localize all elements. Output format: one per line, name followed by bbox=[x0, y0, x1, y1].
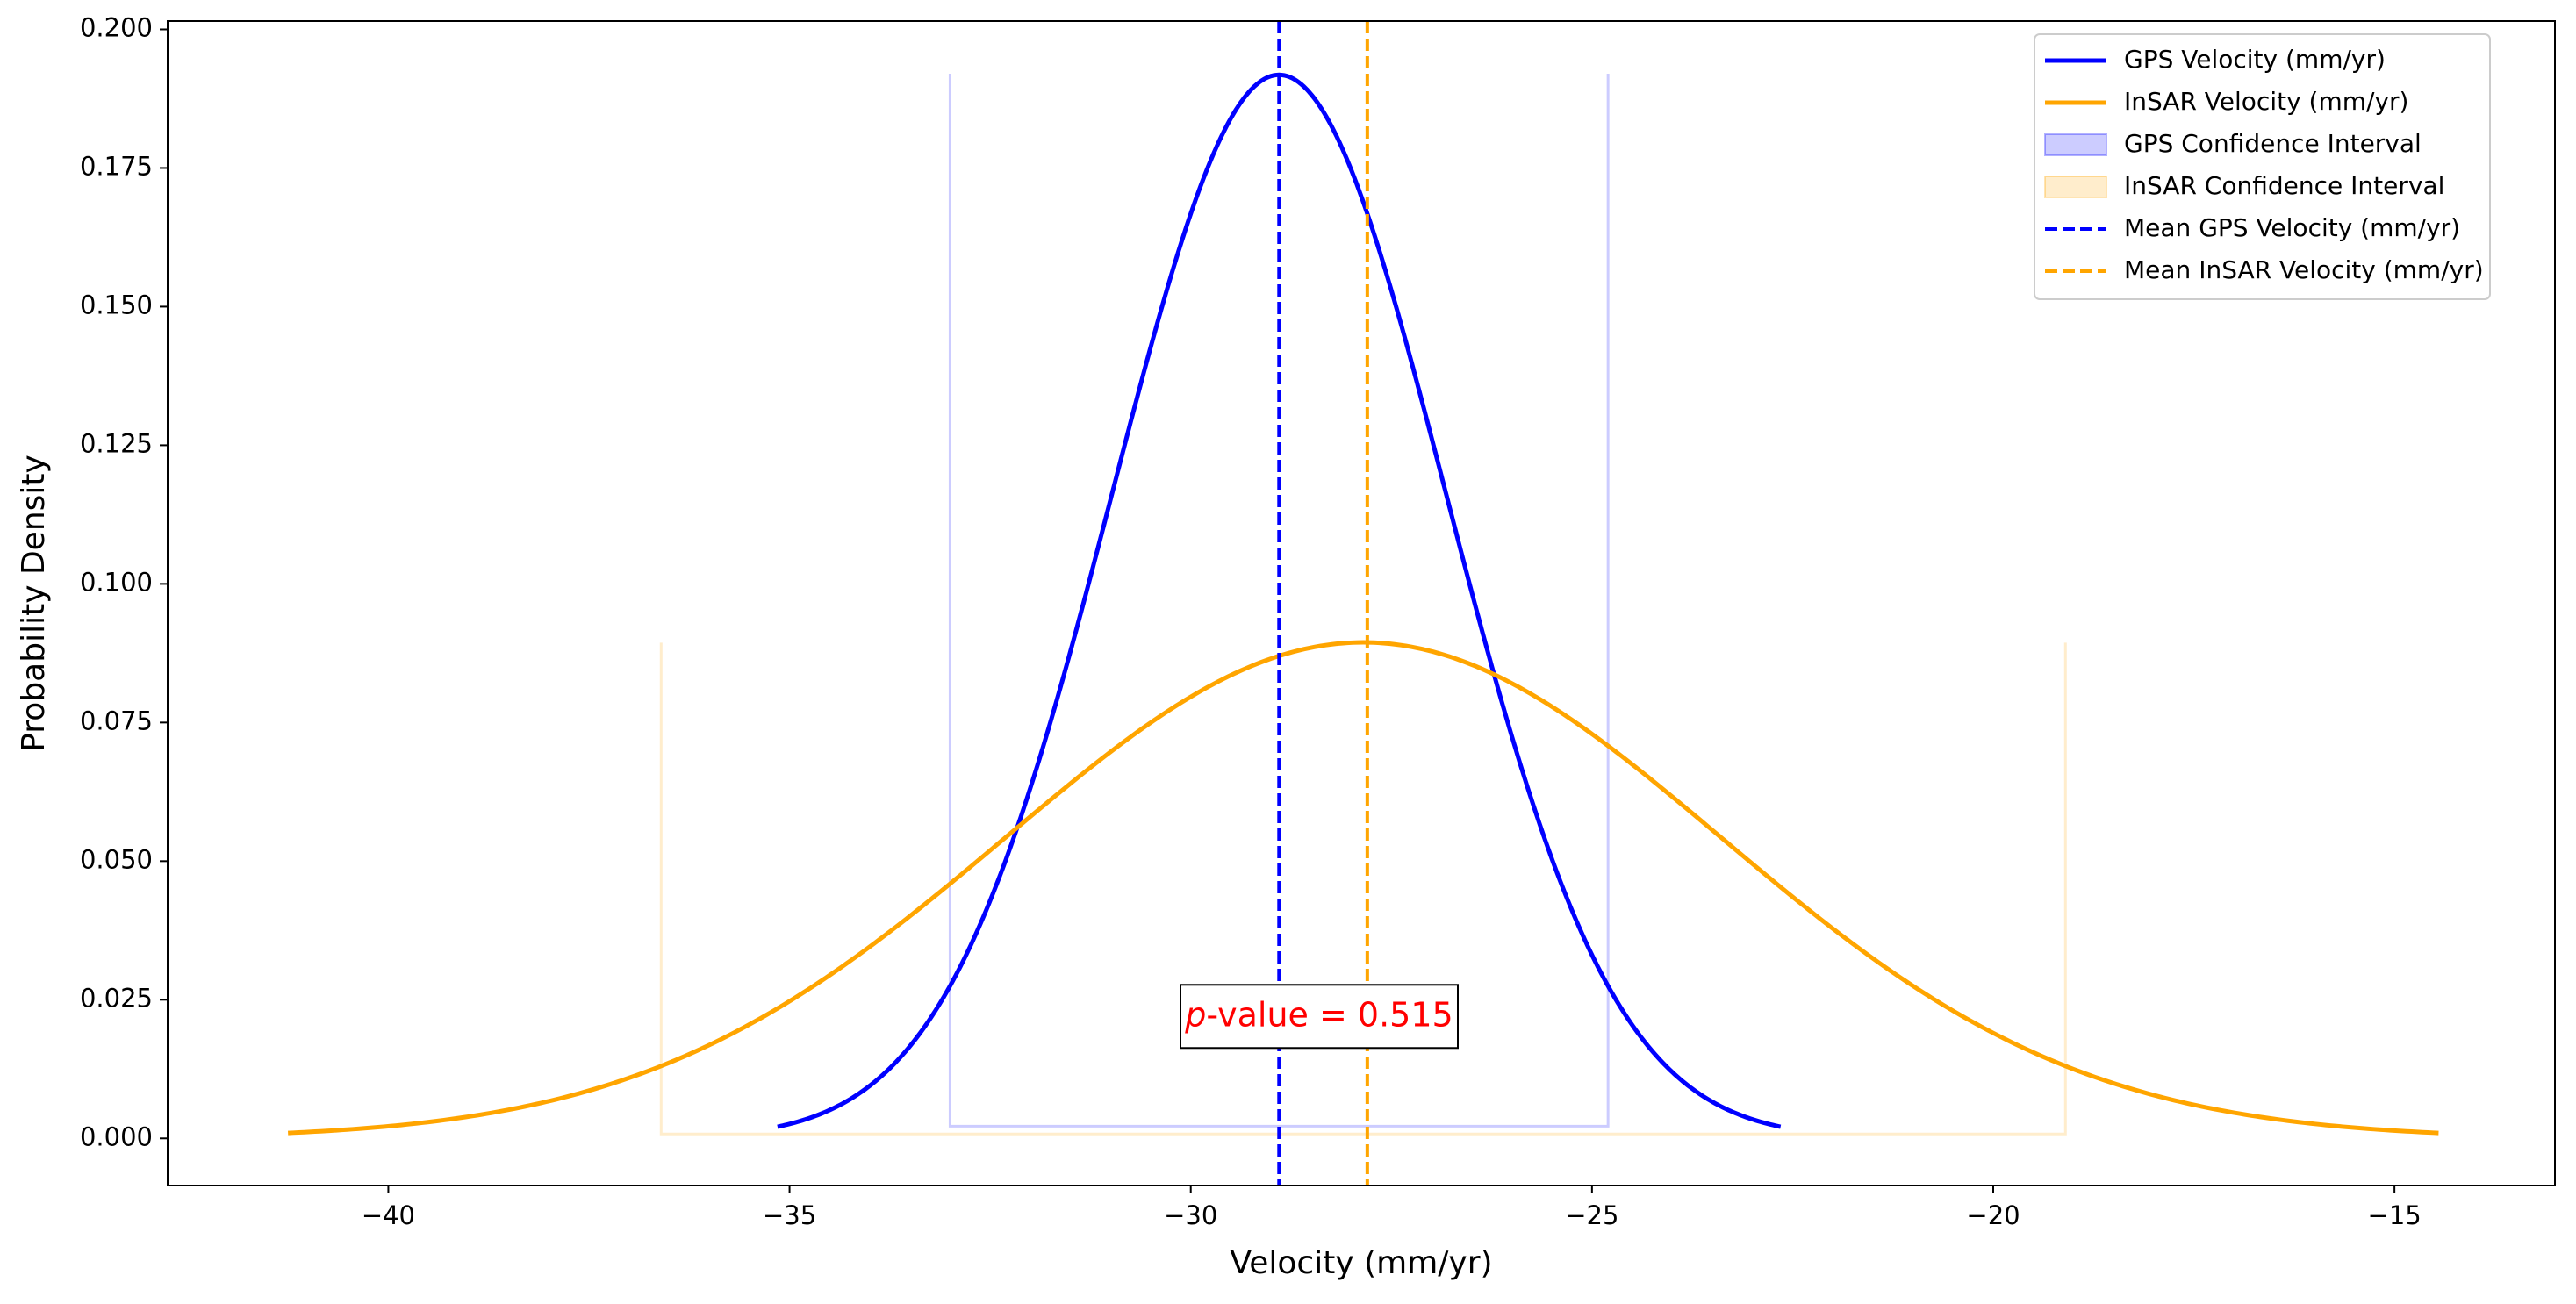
insar-confidence-interval bbox=[659, 642, 2067, 1136]
y-tick-label: 0.025 bbox=[80, 983, 153, 1013]
x-axis-label: Velocity (mm/yr) bbox=[1230, 1245, 1492, 1281]
legend-patch-handle bbox=[2044, 133, 2107, 156]
y-axis-label: Probability Density bbox=[16, 455, 52, 752]
gps-confidence-interval bbox=[948, 74, 1610, 1128]
legend-label: GPS Velocity (mm/yr) bbox=[2124, 45, 2386, 74]
y-tick-label: 0.150 bbox=[80, 290, 153, 319]
plot-area-frame bbox=[167, 20, 2556, 1186]
y-tick-label: 0.075 bbox=[80, 706, 153, 735]
insar-velocity-curve bbox=[288, 640, 2439, 1136]
x-tick-label: −20 bbox=[1966, 1200, 2020, 1230]
x-tick-label: −30 bbox=[1164, 1200, 1217, 1230]
legend-label: GPS Confidence Interval bbox=[2124, 129, 2422, 158]
y-tick-label: 0.000 bbox=[80, 1121, 153, 1151]
p-value-annotation: p-value = 0.515 bbox=[1184, 995, 1453, 1034]
annotation-layer: p-value = 0.515 bbox=[1180, 984, 1459, 1050]
y-tick-label: 0.175 bbox=[80, 151, 153, 181]
y-tick-label: 0.200 bbox=[80, 12, 153, 42]
legend-patch-handle bbox=[2044, 176, 2107, 198]
y-tick-label: 0.100 bbox=[80, 567, 153, 597]
y-tick-label: 0.125 bbox=[80, 428, 153, 458]
legend: GPS Velocity (mm/yr) InSAR Velocity (mm/y… bbox=[2034, 33, 2491, 300]
legend-label: Mean InSAR Velocity (mm/yr) bbox=[2124, 255, 2484, 284]
x-tick-label: −15 bbox=[2368, 1200, 2422, 1230]
x-axis-ticks: −40 −35 −30 −25 −20 −15 bbox=[362, 1186, 2422, 1230]
y-axis-ticks: 0.000 0.025 0.050 0.075 0.100 0.125 0.150 0.175… bbox=[80, 12, 168, 1151]
legend-label: InSAR Confidence Interval bbox=[2124, 171, 2444, 200]
x-tick-label: −25 bbox=[1565, 1200, 1618, 1230]
legend-box bbox=[2034, 33, 2491, 300]
legend-label: InSAR Velocity (mm/yr) bbox=[2124, 87, 2408, 116]
x-tick-label: −40 bbox=[362, 1200, 415, 1230]
confidence-interval-layer bbox=[659, 74, 2067, 1136]
p-value-box bbox=[1180, 984, 1459, 1050]
x-tick-label: −35 bbox=[763, 1200, 816, 1230]
y-tick-label: 0.050 bbox=[80, 844, 153, 874]
legend-label: Mean GPS Velocity (mm/yr) bbox=[2124, 213, 2460, 242]
p-value-text: -value = 0.515 bbox=[1206, 995, 1453, 1034]
p-value-symbol: p bbox=[1184, 995, 1206, 1034]
